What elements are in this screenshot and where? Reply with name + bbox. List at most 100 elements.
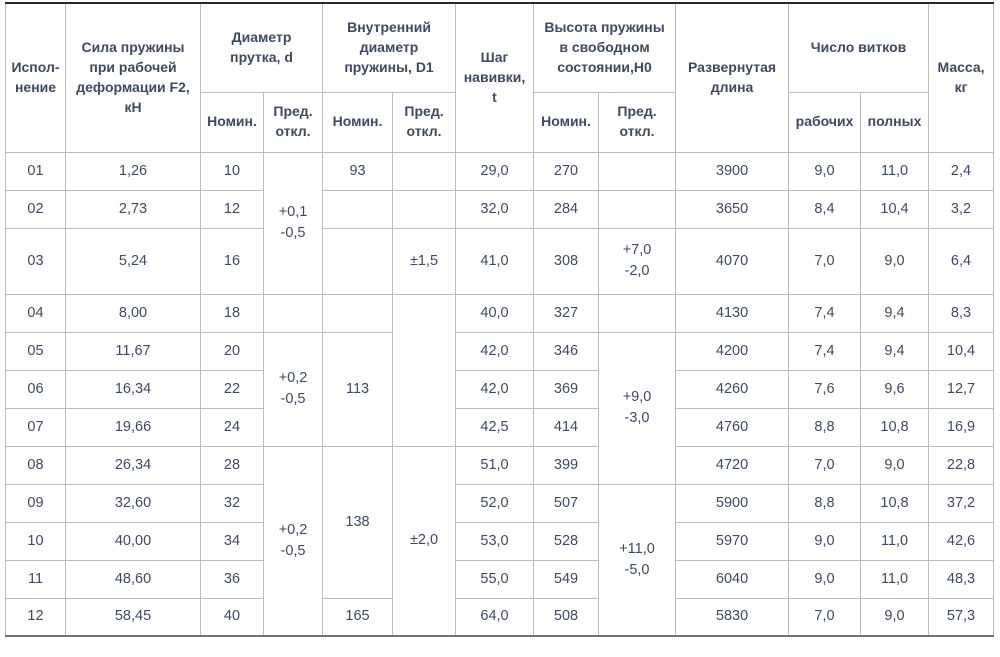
- cell-rod-deviation: +0,2 -0,5: [262, 331, 324, 447]
- cell-h0-nominal: 508: [533, 597, 600, 637]
- cell-working-coils: 7,6: [788, 369, 862, 409]
- cell-full-coils: 9,4: [860, 293, 930, 333]
- cell-working-coils: 9,0: [788, 151, 862, 191]
- header-row-sub: Номин. Пред. откл. Номин. Пред. откл. Но…: [6, 91, 994, 153]
- cell-force-f2: 8,00: [65, 293, 201, 333]
- cell-pitch: 32,0: [455, 189, 535, 229]
- cell-execution: 05: [5, 331, 66, 371]
- cell-h0-nominal: 369: [533, 369, 600, 409]
- cell-rod-nominal: 24: [200, 407, 264, 447]
- cell-force-f2: 26,34: [65, 445, 201, 485]
- table-row: 05 11,67 20 +0,2 -0,5 113 42,0 346 +9,0 …: [5, 331, 995, 485]
- header-d1-deviation: Пред. откл.: [392, 91, 457, 153]
- cell-mass: 57,3: [928, 597, 995, 637]
- header-full-coils: полных: [860, 91, 930, 153]
- empty-cell: [322, 189, 394, 229]
- cell-pitch: 42,0: [455, 369, 535, 409]
- cell-length: 4200: [675, 331, 790, 371]
- cell-working-coils: 7,4: [788, 331, 862, 371]
- cell-length: 4720: [675, 445, 790, 485]
- cell-d1-nominal: 165: [322, 597, 394, 637]
- header-rod-deviation: Пред. откл.: [262, 91, 324, 153]
- header-h0-deviation: Пред. откл.: [598, 91, 677, 153]
- header-row-top: Испол- нение Сила пружины при рабочей де…: [5, 2, 995, 153]
- cell-working-coils: 9,0: [788, 559, 862, 599]
- cell-full-coils: 9,0: [860, 597, 930, 637]
- cell-full-coils: 9,0: [860, 227, 930, 295]
- cell-full-coils: 10,8: [860, 407, 930, 447]
- cell-h0-nominal: 308: [533, 227, 600, 295]
- cell-pitch: 55,0: [455, 559, 535, 599]
- table-row: 10 40,00 34 53,0 528 5970 9,0 11,0 42,6: [5, 521, 995, 561]
- cell-execution: 02: [5, 189, 66, 229]
- cell-working-coils: 7,0: [788, 227, 862, 295]
- cell-force-f2: 40,00: [65, 521, 201, 561]
- cell-full-coils: 10,8: [860, 483, 930, 523]
- cell-full-coils: 9,0: [860, 445, 930, 485]
- cell-full-coils: 11,0: [860, 521, 930, 561]
- header-developed-length: Развернутая длина: [675, 2, 790, 153]
- cell-full-coils: 10,4: [860, 189, 930, 229]
- cell-length: 5830: [675, 597, 790, 637]
- table-row: 09 32,60 32 52,0 507 +11,0 -5,0 5900 8,8…: [5, 483, 995, 637]
- cell-rod-nominal: 28: [200, 445, 264, 485]
- header-rod-nominal: Номин.: [200, 91, 264, 153]
- cell-rod-nominal: 10: [200, 151, 264, 191]
- cell-rod-nominal: 12: [200, 189, 264, 229]
- empty-cell: [322, 227, 394, 295]
- cell-length: 5900: [675, 483, 790, 523]
- cell-mass: 10,4: [928, 331, 995, 371]
- cell-length: 4130: [675, 293, 790, 333]
- cell-d1-deviation: ±2,0: [392, 445, 457, 637]
- cell-force-f2: 16,34: [65, 369, 201, 409]
- cell-mass: 48,3: [928, 559, 995, 599]
- header-d1-nominal: Номин.: [322, 91, 394, 153]
- cell-h0-deviation: +9,0 -3,0: [598, 331, 677, 485]
- cell-execution: 09: [5, 483, 66, 523]
- cell-mass: 6,4: [928, 227, 995, 295]
- empty-cell: [598, 151, 677, 191]
- table-body: 01 1,26 10 +0,1 -0,5 93 29,0 270 3900 9,…: [5, 151, 995, 637]
- cell-rod-nominal: 16: [200, 227, 264, 295]
- header-coil-pitch: Шаг навивки, t: [455, 2, 535, 153]
- cell-execution: 10: [5, 521, 66, 561]
- cell-execution: 01: [5, 151, 66, 191]
- cell-pitch: 29,0: [455, 151, 535, 191]
- cell-rod-nominal: 20: [200, 331, 264, 371]
- cell-force-f2: 58,45: [65, 597, 201, 637]
- cell-length: 6040: [675, 559, 790, 599]
- cell-working-coils: 7,4: [788, 293, 862, 333]
- cell-h0-nominal: 549: [533, 559, 600, 599]
- cell-force-f2: 32,60: [65, 483, 201, 523]
- cell-pitch: 52,0: [455, 483, 535, 523]
- table-row: 02 2,73 12 32,0 284 3650 8,4 10,4 3,2: [5, 189, 995, 229]
- cell-force-f2: 48,60: [65, 559, 201, 599]
- cell-working-coils: 8,8: [788, 483, 862, 523]
- table-row: 11 48,60 36 55,0 549 6040 9,0 11,0 48,3: [5, 559, 995, 599]
- cell-rod-deviation: +0,1 -0,5: [262, 151, 324, 295]
- empty-cell: [392, 293, 457, 447]
- cell-length: 5970: [675, 521, 790, 561]
- cell-pitch: 40,0: [455, 293, 535, 333]
- header-execution: Испол- нение: [5, 2, 66, 153]
- cell-full-coils: 9,4: [860, 331, 930, 371]
- cell-d1-deviation: ±1,5: [392, 227, 457, 295]
- empty-cell: [392, 151, 457, 191]
- cell-working-coils: 8,8: [788, 407, 862, 447]
- cell-force-f2: 2,73: [65, 189, 201, 229]
- cell-working-coils: 9,0: [788, 521, 862, 561]
- cell-d1-nominal: 138: [322, 445, 394, 599]
- cell-mass: 22,8: [928, 445, 995, 485]
- table-row: 08 26,34 28 +0,2 -0,5 138 ±2,0 51,0 399 …: [5, 445, 995, 637]
- cell-d1-nominal: 93: [322, 151, 394, 191]
- cell-mass: 42,6: [928, 521, 995, 561]
- spring-specifications-table: Испол- нение Сила пружины при рабочей де…: [5, 2, 995, 637]
- cell-execution: 11: [5, 559, 66, 599]
- header-mass: Масса, кг: [928, 2, 995, 153]
- cell-h0-nominal: 528: [533, 521, 600, 561]
- cell-h0-nominal: 507: [533, 483, 600, 523]
- cell-h0-nominal: 399: [533, 445, 600, 485]
- cell-h0-nominal: 346: [533, 331, 600, 371]
- cell-working-coils: 8,4: [788, 189, 862, 229]
- header-spring-force: Сила пружины при рабочей деформации F2, …: [65, 2, 201, 153]
